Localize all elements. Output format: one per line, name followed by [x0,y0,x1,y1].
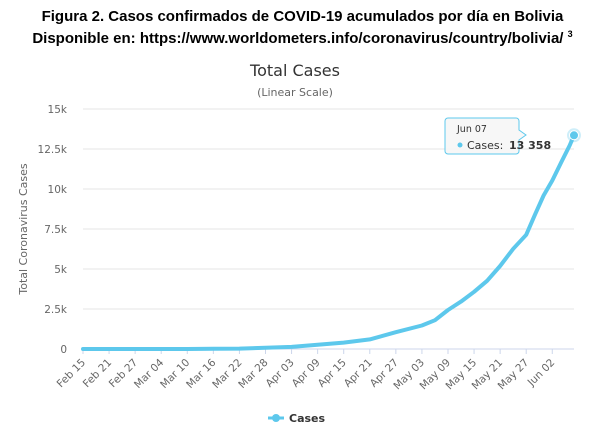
y-tick-label: 12.5k [38,144,68,156]
tooltip-box [444,117,527,155]
legend[interactable]: Cases [268,412,326,425]
x-tick-label: Apr 21 [342,357,375,390]
x-tick-label: Mar 28 [236,357,270,391]
figure-caption-line2: Disponible en: https://www.worldometers.… [0,25,605,48]
series-cases[interactable] [81,128,581,351]
data-point-last[interactable] [569,130,579,141]
tooltip: Jun 07 Cases: 13 358 [444,117,551,155]
legend-marker [272,414,280,422]
tooltip-label: Cases: [467,139,503,152]
y-tick-label: 5k [54,264,68,276]
x-tick-label: Apr 09 [290,357,323,390]
x-tick-label: Apr 03 [264,357,297,390]
y-tick-label: 7.5k [44,224,68,236]
tooltip-date: Jun 07 [456,124,487,135]
y-tick-label: 0 [60,344,67,356]
tooltip-value: 13 358 [509,139,551,152]
figure-caption-source[interactable]: Disponible en: https://www.worldometers.… [32,30,564,47]
legend-label-cases: Cases [289,412,326,425]
figure-caption-line1: Figura 2. Casos confirmados de COVID-19 … [41,8,564,25]
y-ticks: 0 2.5k 5k 7.5k 10k 12.5k 15k [38,104,68,356]
series-line[interactable] [81,133,576,351]
figure-caption-ref: 3 [567,29,573,39]
y-axis-label: Total Coronavirus Cases [17,163,30,296]
chart-subtitle: (Linear Scale) [257,86,333,99]
gridlines [83,108,574,350]
y-tick-label: 10k [48,184,68,196]
x-tick-label: Jun 02 [525,357,558,390]
chart-title: Total Cases [249,61,340,80]
tooltip-bullet [457,142,463,148]
y-tick-label: 2.5k [44,304,68,316]
y-tick-label: 15k [48,104,68,116]
